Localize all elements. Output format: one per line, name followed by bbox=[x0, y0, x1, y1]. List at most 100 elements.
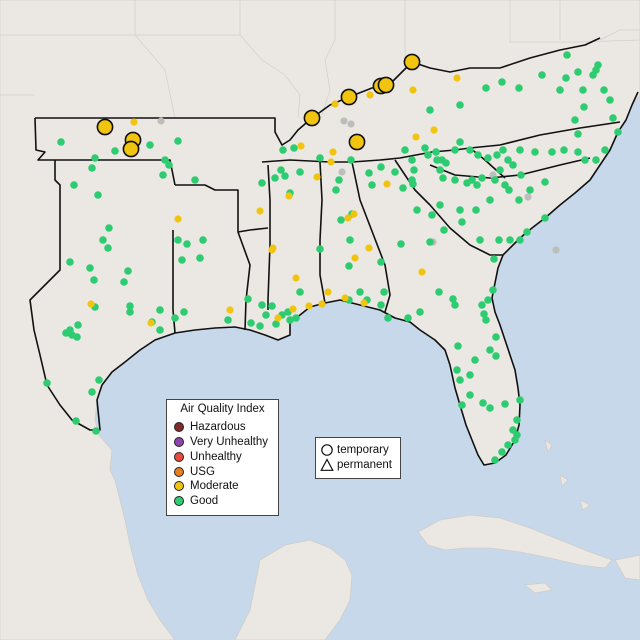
legend-item-unhealthy: Unhealthy bbox=[174, 450, 242, 464]
monitor-good-marker bbox=[94, 191, 102, 199]
monitor-good-marker bbox=[482, 316, 490, 324]
monitor-good-marker bbox=[174, 236, 182, 244]
monitor-good-marker bbox=[105, 224, 113, 232]
monitor-good-marker bbox=[272, 320, 280, 328]
temporary-monitor-moderate-marker bbox=[340, 88, 358, 106]
monitor-good-marker bbox=[43, 379, 51, 387]
monitor-good-marker bbox=[490, 255, 498, 263]
monitor-moderate-marker bbox=[292, 274, 300, 282]
monitor-good-marker bbox=[581, 156, 589, 164]
monitor-good-marker bbox=[244, 295, 252, 303]
monitor-good-marker bbox=[493, 151, 501, 159]
monitor-good-marker bbox=[124, 267, 132, 275]
monitor-good-marker bbox=[473, 181, 481, 189]
monitor-good-marker bbox=[401, 146, 409, 154]
monitor-good-marker bbox=[478, 301, 486, 309]
monitor-good-marker bbox=[516, 396, 524, 404]
monitor-good-marker bbox=[491, 176, 499, 184]
monitor-good-marker bbox=[609, 114, 617, 122]
monitor-good-marker bbox=[574, 68, 582, 76]
monitor-good-marker bbox=[513, 416, 521, 424]
monitor-good-marker bbox=[451, 146, 459, 154]
monitor-good-marker bbox=[592, 156, 600, 164]
monitor-moderate-marker bbox=[412, 133, 420, 141]
monitor-moderate-marker bbox=[324, 288, 332, 296]
monitor-good-marker bbox=[517, 171, 525, 179]
temporary-monitor-moderate-marker bbox=[122, 140, 140, 158]
monitor-moderate-marker bbox=[341, 294, 349, 302]
monitor-good-marker bbox=[506, 236, 514, 244]
legend-item-usg: USG bbox=[174, 465, 215, 479]
unhealthy-swatch bbox=[174, 452, 184, 462]
monitor-moderate-marker bbox=[130, 118, 138, 126]
monitor-good-marker bbox=[421, 144, 429, 152]
temporary-monitor-moderate-marker bbox=[348, 133, 366, 151]
monitor-moderate-marker bbox=[453, 74, 461, 82]
monitor-moderate-marker bbox=[147, 319, 155, 327]
monitor-good-marker bbox=[74, 321, 82, 329]
monitor-good-marker bbox=[516, 236, 524, 244]
monitor-good-marker bbox=[347, 156, 355, 164]
monitor-good-marker bbox=[384, 314, 392, 322]
monitor-moderate-marker bbox=[318, 300, 326, 308]
monitor-good-marker bbox=[606, 96, 614, 104]
monitor-moderate-marker bbox=[285, 192, 293, 200]
monitor-good-marker bbox=[416, 308, 424, 316]
monitor-good-marker bbox=[165, 161, 173, 169]
monitor-good-marker bbox=[515, 196, 523, 204]
monitor-good-marker bbox=[498, 78, 506, 86]
monitor-good-marker bbox=[456, 376, 464, 384]
monitor-good-marker bbox=[426, 238, 434, 246]
monitor-good-marker bbox=[88, 388, 96, 396]
monitor-good-marker bbox=[496, 166, 504, 174]
monitor-good-marker bbox=[111, 147, 119, 155]
monitor-good-marker bbox=[531, 148, 539, 156]
monitor-good-marker bbox=[196, 254, 204, 262]
monitor-good-marker bbox=[480, 310, 488, 318]
monitor-good-marker bbox=[316, 154, 324, 162]
monitor-good-marker bbox=[296, 168, 304, 176]
monitor-good-marker bbox=[589, 71, 597, 79]
monitor-good-marker bbox=[541, 214, 549, 222]
monitor-moderate-marker bbox=[329, 148, 337, 156]
monitor-good-marker bbox=[95, 376, 103, 384]
monitor-good-marker bbox=[436, 201, 444, 209]
monitor-good-marker bbox=[199, 236, 207, 244]
monitor-good-marker bbox=[432, 148, 440, 156]
monitor-good-marker bbox=[258, 301, 266, 309]
monitor-good-marker bbox=[337, 216, 345, 224]
monitor-good-marker bbox=[57, 138, 65, 146]
circle-icon bbox=[321, 444, 333, 456]
monitor-good-marker bbox=[442, 159, 450, 167]
monitor-good-marker bbox=[492, 352, 500, 360]
monitor-good-marker bbox=[563, 51, 571, 59]
monitor-good-marker bbox=[404, 314, 412, 322]
monitor-good-marker bbox=[436, 166, 444, 174]
monitor-good-marker bbox=[66, 258, 74, 266]
legend-label: Very Unhealthy bbox=[190, 436, 268, 448]
monitor-good-marker bbox=[456, 138, 464, 146]
yucatan-peninsula bbox=[234, 539, 353, 640]
monitor-good-marker bbox=[70, 181, 78, 189]
monitor-good-marker bbox=[377, 163, 385, 171]
monitor-good-marker bbox=[458, 218, 466, 226]
monitor-good-marker bbox=[474, 151, 482, 159]
cuba bbox=[417, 514, 613, 569]
monitor-good-marker bbox=[501, 400, 509, 408]
monitor-good-marker bbox=[380, 288, 388, 296]
monitor-moderate-marker bbox=[350, 210, 358, 218]
monitor-good-marker bbox=[498, 448, 506, 456]
monitor-moderate-marker bbox=[331, 100, 339, 108]
monitor-good-marker bbox=[511, 436, 519, 444]
monitor-good-marker bbox=[478, 174, 486, 182]
monitor-moderate-marker bbox=[351, 254, 359, 262]
monitor-markers bbox=[43, 51, 622, 464]
monitor-good-marker bbox=[516, 146, 524, 154]
monitor-good-marker bbox=[377, 258, 385, 266]
monitor-moderate-marker bbox=[430, 126, 438, 134]
monitor-good-marker bbox=[126, 302, 134, 310]
monitor-moderate-marker bbox=[327, 158, 335, 166]
monitor-good-marker bbox=[256, 322, 264, 330]
monitor-good-marker bbox=[466, 146, 474, 154]
